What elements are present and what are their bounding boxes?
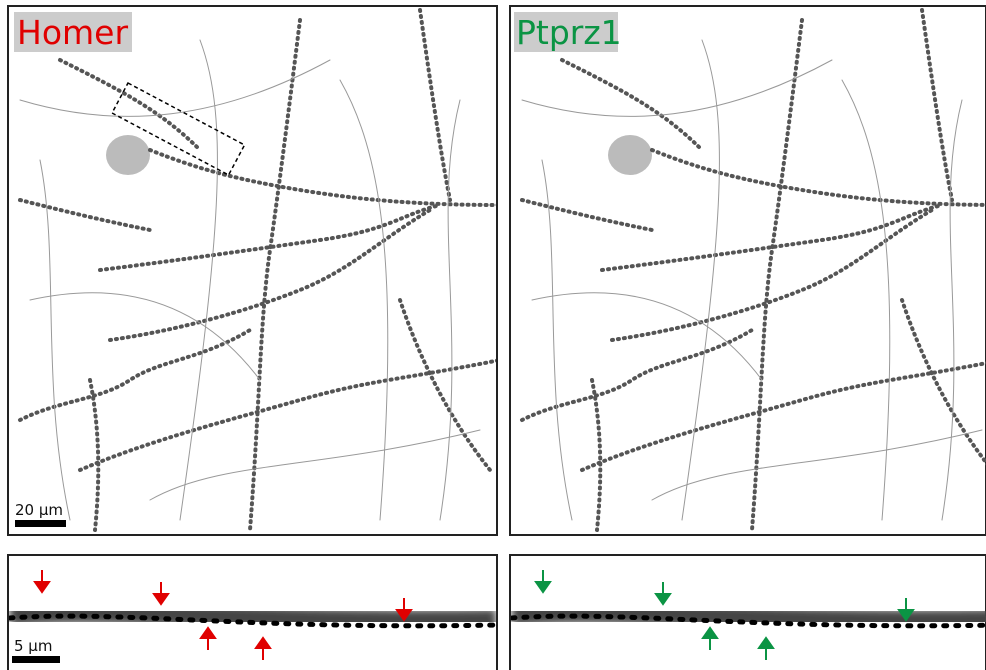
panel-label: Homer [17,13,128,52]
arrows-red [33,570,413,660]
scale-bar-label: 5 µm [14,637,52,655]
label-bg [14,12,132,52]
scale-bar-label: 20 µm [15,501,63,519]
roi-box [111,81,246,177]
panel-homer [7,5,498,536]
panel-ptprz1 [509,5,986,536]
arrows-green [534,570,915,660]
scale-bar [12,656,60,663]
panel-label: Ptprz1 [516,13,622,52]
label-bg [514,12,618,52]
scale-bar [15,520,66,527]
